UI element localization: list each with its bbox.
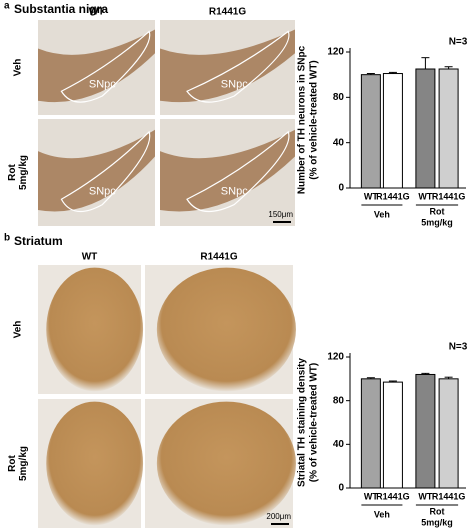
group-label: 5mg/kg — [421, 217, 453, 227]
snpc-outline — [60, 30, 151, 103]
x-tick-label: R1441G — [432, 491, 466, 501]
y-tick-label: 80 — [333, 92, 345, 103]
snpc-outline — [60, 130, 151, 212]
row-label: Veh — [13, 321, 24, 339]
bar — [382, 73, 403, 189]
stained-region — [46, 401, 144, 526]
scale-bar-label: 200μm — [266, 512, 291, 521]
x-tick-label: WT — [418, 491, 432, 501]
region-label: SNpc — [89, 186, 116, 198]
y-axis-label: (% of vehicle-treated WT) — [309, 363, 320, 482]
panel-title: Striatum — [14, 234, 63, 248]
bar — [360, 378, 381, 489]
x-tick-label: R1441G — [376, 191, 410, 201]
region-label: SNpc — [221, 186, 248, 198]
y-tick-label: 0 — [338, 483, 344, 494]
row-label: Veh — [13, 59, 24, 77]
stained-region — [38, 129, 155, 212]
y-tick-label: 40 — [333, 439, 345, 450]
region-label: SNpc — [89, 79, 116, 91]
y-tick-label: 80 — [333, 395, 345, 406]
column-header: WT — [89, 7, 105, 18]
y-axis-label: Striatal TH staining density — [297, 358, 308, 487]
annotation: N=3 — [449, 37, 468, 48]
stained-region — [156, 267, 296, 392]
bar — [438, 378, 459, 489]
row-label: 5mg/kg — [18, 446, 29, 481]
stained-region — [46, 267, 144, 392]
x-tick-label: R1441G — [432, 191, 466, 201]
x-tick-label: WT — [364, 191, 378, 201]
group-label: Veh — [374, 209, 390, 219]
bar — [415, 68, 436, 189]
group-label: Rot — [430, 206, 445, 216]
panel-label: a — [4, 1, 10, 12]
y-axis-label: (% of vehicle-treated WT) — [309, 60, 320, 179]
column-header: R1441G — [200, 252, 237, 263]
row-label: Rot — [7, 164, 18, 181]
panel-label: b — [4, 233, 10, 244]
group-label: Veh — [374, 509, 390, 519]
group-label: Rot — [430, 506, 445, 516]
x-tick-label: R1441G — [376, 491, 410, 501]
y-tick-label: 0 — [338, 183, 344, 194]
snpc-outline — [186, 130, 290, 212]
group-label: 5mg/kg — [421, 517, 453, 527]
bar — [382, 381, 403, 489]
stained-region — [156, 401, 296, 526]
snpc-outline — [186, 30, 290, 103]
bar — [360, 74, 381, 189]
y-tick-label: 120 — [327, 352, 344, 363]
column-header: WT — [82, 252, 98, 263]
panel-title: Substantia nigra — [14, 2, 108, 16]
y-axis-label: Number of TH neurons in SNpc — [297, 45, 308, 194]
y-tick-label: 120 — [327, 47, 344, 58]
annotation: N=3 — [449, 342, 468, 353]
bar — [415, 373, 436, 489]
column-header: R1441G — [209, 7, 246, 18]
region-label: SNpc — [221, 79, 248, 91]
stained-region — [160, 129, 295, 212]
scale-bar-label: 150μm — [268, 210, 293, 219]
x-tick-label: WT — [418, 191, 432, 201]
stained-region — [38, 29, 155, 103]
stained-region — [160, 29, 295, 103]
row-label: Rot — [7, 455, 18, 472]
row-label: 5mg/kg — [18, 155, 29, 190]
bar — [438, 68, 459, 189]
x-tick-label: WT — [364, 491, 378, 501]
y-tick-label: 40 — [333, 137, 345, 148]
